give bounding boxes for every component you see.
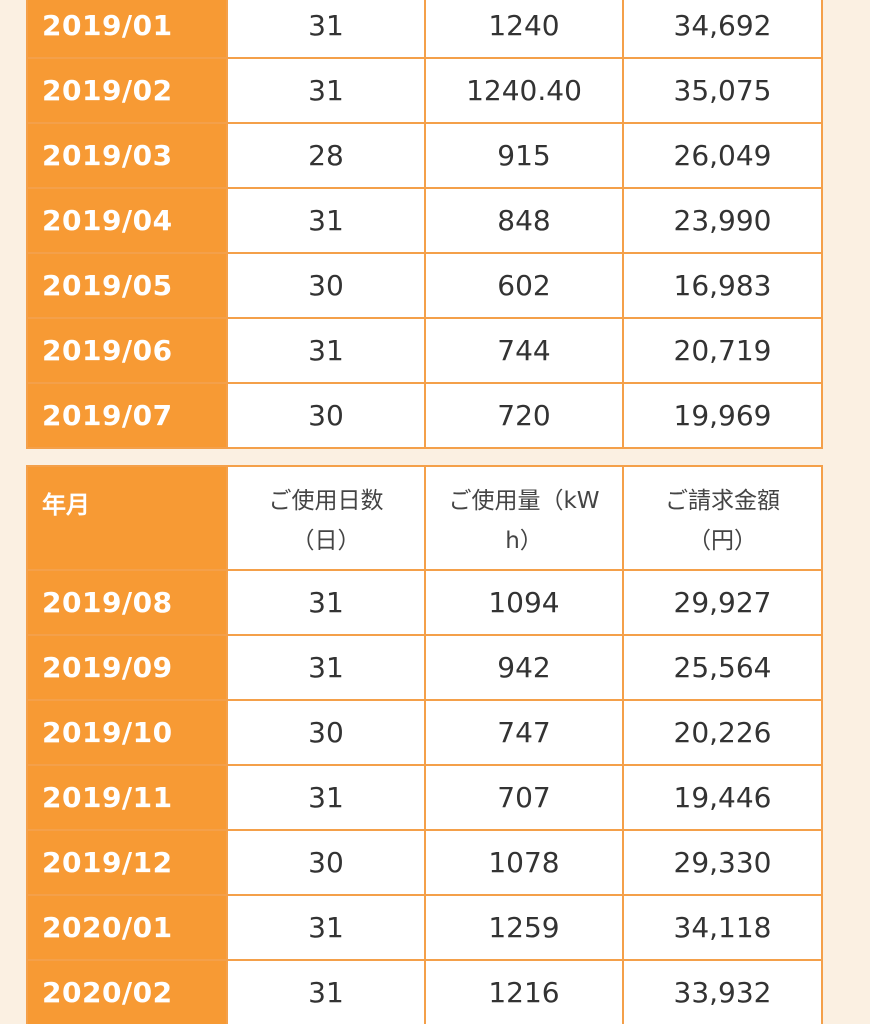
usage-days-cell: 31 bbox=[226, 317, 426, 384]
table-row: 2019/03 28 915 26,049 bbox=[26, 122, 823, 189]
table-row: 2019/07 30 720 19,969 bbox=[26, 382, 823, 449]
usage-kwh-cell: 744 bbox=[424, 317, 624, 384]
month-cell: 2019/05 bbox=[26, 252, 228, 319]
table-row: 2019/08 31 1094 29,927 bbox=[26, 569, 823, 636]
usage-days-cell: 30 bbox=[226, 382, 426, 449]
table-row: 2019/01 31 1240 34,692 bbox=[26, 0, 823, 59]
month-cell: 2019/07 bbox=[26, 382, 228, 449]
usage-kwh-cell: 602 bbox=[424, 252, 624, 319]
usage-kwh-cell: 1094 bbox=[424, 569, 624, 636]
electricity-usage-table-bottom: 年月 ご使用日数（日） ご使用量（kWh） ご請求金額（円） 2019/08 3… bbox=[26, 465, 823, 1024]
usage-days-cell: 31 bbox=[226, 187, 426, 254]
usage-kwh-cell: 915 bbox=[424, 122, 624, 189]
month-cell: 2019/11 bbox=[26, 764, 228, 831]
usage-days-cell: 30 bbox=[226, 829, 426, 896]
table-row: 2019/09 31 942 25,564 bbox=[26, 634, 823, 701]
billing-amount-cell: 20,719 bbox=[622, 317, 823, 384]
table-row: 2019/10 30 747 20,226 bbox=[26, 699, 823, 766]
table-row: 2020/02 31 1216 33,932 bbox=[26, 959, 823, 1024]
usage-kwh-cell: 848 bbox=[424, 187, 624, 254]
usage-kwh-cell: 747 bbox=[424, 699, 624, 766]
billing-amount-cell: 34,118 bbox=[622, 894, 823, 961]
table-row: 2019/11 31 707 19,446 bbox=[26, 764, 823, 831]
usage-days-cell: 31 bbox=[226, 569, 426, 636]
usage-kwh-cell: 1240.40 bbox=[424, 57, 624, 124]
month-cell: 2019/09 bbox=[26, 634, 228, 701]
billing-amount-cell: 33,932 bbox=[622, 959, 823, 1024]
table-row: 2019/02 31 1240.40 35,075 bbox=[26, 57, 823, 124]
usage-days-cell: 31 bbox=[226, 634, 426, 701]
electricity-usage-table-top: 2019/01 31 1240 34,692 2019/02 31 1240.4… bbox=[26, 0, 823, 449]
usage-kwh-cell: 942 bbox=[424, 634, 624, 701]
billing-amount-cell: 26,049 bbox=[622, 122, 823, 189]
table-row: 2020/01 31 1259 34,118 bbox=[26, 894, 823, 961]
billing-amount-cell: 19,446 bbox=[622, 764, 823, 831]
month-cell: 2019/02 bbox=[26, 57, 228, 124]
column-header-month: 年月 bbox=[26, 465, 228, 571]
month-cell: 2019/01 bbox=[26, 0, 228, 59]
usage-days-cell: 28 bbox=[226, 122, 426, 189]
billing-amount-cell: 35,075 bbox=[622, 57, 823, 124]
month-cell: 2019/10 bbox=[26, 699, 228, 766]
usage-kwh-cell: 1259 bbox=[424, 894, 624, 961]
usage-days-cell: 31 bbox=[226, 764, 426, 831]
billing-amount-cell: 29,330 bbox=[622, 829, 823, 896]
usage-kwh-cell: 720 bbox=[424, 382, 624, 449]
table-row: 2019/04 31 848 23,990 bbox=[26, 187, 823, 254]
month-cell: 2020/02 bbox=[26, 959, 228, 1024]
table-row: 2019/06 31 744 20,719 bbox=[26, 317, 823, 384]
column-header-billing-amount: ご請求金額（円） bbox=[622, 465, 823, 571]
billing-amount-cell: 16,983 bbox=[622, 252, 823, 319]
usage-kwh-cell: 1078 bbox=[424, 829, 624, 896]
month-cell: 2020/01 bbox=[26, 894, 228, 961]
usage-days-cell: 30 bbox=[226, 252, 426, 319]
usage-days-cell: 30 bbox=[226, 699, 426, 766]
table-header-row: 年月 ご使用日数（日） ご使用量（kWh） ご請求金額（円） bbox=[26, 465, 823, 571]
usage-kwh-cell: 707 bbox=[424, 764, 624, 831]
month-cell: 2019/08 bbox=[26, 569, 228, 636]
column-header-usage-kwh: ご使用量（kWh） bbox=[424, 465, 624, 571]
usage-kwh-cell: 1216 bbox=[424, 959, 624, 1024]
table-row: 2019/05 30 602 16,983 bbox=[26, 252, 823, 319]
usage-days-cell: 31 bbox=[226, 57, 426, 124]
table-row: 2019/12 30 1078 29,330 bbox=[26, 829, 823, 896]
column-header-usage-days: ご使用日数（日） bbox=[226, 465, 426, 571]
usage-days-cell: 31 bbox=[226, 894, 426, 961]
month-cell: 2019/12 bbox=[26, 829, 228, 896]
billing-amount-cell: 20,226 bbox=[622, 699, 823, 766]
usage-days-cell: 31 bbox=[226, 959, 426, 1024]
month-cell: 2019/06 bbox=[26, 317, 228, 384]
month-cell: 2019/03 bbox=[26, 122, 228, 189]
usage-kwh-cell: 1240 bbox=[424, 0, 624, 59]
billing-amount-cell: 34,692 bbox=[622, 0, 823, 59]
usage-days-cell: 31 bbox=[226, 0, 426, 59]
billing-amount-cell: 25,564 bbox=[622, 634, 823, 701]
billing-amount-cell: 23,990 bbox=[622, 187, 823, 254]
billing-amount-cell: 29,927 bbox=[622, 569, 823, 636]
billing-amount-cell: 19,969 bbox=[622, 382, 823, 449]
month-cell: 2019/04 bbox=[26, 187, 228, 254]
